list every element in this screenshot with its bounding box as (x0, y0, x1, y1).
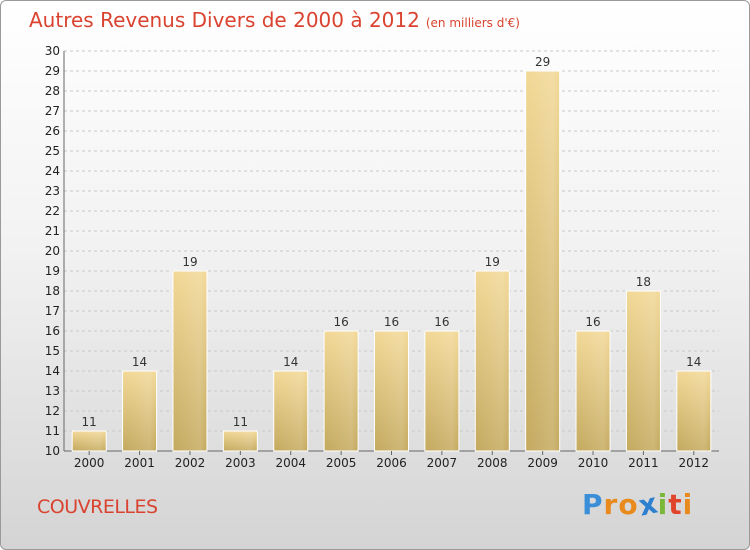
x-tick-label: 2004 (275, 456, 306, 470)
y-tick-label: 13 (45, 384, 60, 398)
bar-highlight (424, 331, 459, 451)
commune-name: COUVRELLES (37, 496, 158, 518)
y-tick-label: 16 (45, 324, 60, 338)
y-tick-label: 30 (45, 44, 60, 58)
x-tick-label: 2003 (225, 456, 256, 470)
data-label: 11 (82, 415, 97, 429)
logo-letter: r (603, 488, 619, 521)
y-tick-label: 18 (45, 284, 60, 298)
x-tick-label: 2005 (326, 456, 357, 470)
logo-letter: i (682, 488, 694, 521)
y-tick-label: 24 (45, 164, 60, 178)
data-label: 16 (333, 315, 348, 329)
y-tick-label: 26 (45, 124, 60, 138)
y-tick-label: 17 (45, 304, 60, 318)
x-tick-label: 2010 (578, 456, 609, 470)
data-label: 16 (384, 315, 399, 329)
bar-highlight (273, 371, 308, 451)
unit-note: (en milliers d'€) (425, 16, 520, 30)
logo-letter: i (657, 488, 669, 521)
y-tick-label: 22 (45, 204, 60, 218)
y-tick-label: 19 (45, 264, 60, 278)
x-tick-label: 2011 (628, 456, 659, 470)
data-label: 16 (434, 315, 449, 329)
x-tick-label: 2008 (477, 456, 508, 470)
x-tick-label: 2006 (376, 456, 407, 470)
logo-letter: P (582, 488, 604, 521)
y-tick-label: 12 (45, 404, 60, 418)
y-tick-label: 10 (45, 444, 60, 458)
bar-highlight (525, 71, 560, 451)
y-tick-label: 11 (45, 424, 60, 438)
chart-title: Autres Revenus Divers de 2000 à 2012 (en … (29, 8, 520, 32)
x-tick-label: 2000 (74, 456, 105, 470)
data-label: 19 (182, 255, 197, 269)
bar-highlight (172, 271, 207, 451)
data-label: 16 (585, 315, 600, 329)
bar-highlight (223, 431, 258, 451)
y-tick-label: 21 (45, 224, 60, 238)
bar-highlight (72, 431, 107, 451)
title-text: Autres Revenus Divers de 2000 à 2012 (29, 8, 420, 32)
x-tick-label: 2007 (427, 456, 458, 470)
bar-highlight (122, 371, 157, 451)
data-label: 18 (636, 275, 651, 289)
data-label: 14 (283, 355, 298, 369)
data-label: 19 (485, 255, 500, 269)
y-tick-label: 28 (45, 84, 60, 98)
bar-highlight (676, 371, 711, 451)
y-tick-label: 27 (45, 104, 60, 118)
data-label: 29 (535, 55, 550, 69)
y-tick-label: 23 (45, 184, 60, 198)
y-tick-label: 14 (45, 364, 60, 378)
data-label: 11 (233, 415, 248, 429)
logo-letter: t (668, 488, 683, 521)
x-tick-label: 2001 (124, 456, 155, 470)
x-tick-label: 2002 (175, 456, 206, 470)
bar-highlight (576, 331, 611, 451)
y-tick-label: 25 (45, 144, 60, 158)
bar-highlight (324, 331, 359, 451)
proxiti-logo: Proxiti (582, 486, 694, 522)
y-tick-label: 15 (45, 344, 60, 358)
bar-highlight (626, 291, 661, 451)
data-label: 14 (686, 355, 701, 369)
bar-highlight (374, 331, 409, 451)
x-tick-label: 2012 (679, 456, 710, 470)
data-label: 14 (132, 355, 147, 369)
y-tick-label: 29 (45, 64, 60, 78)
bar-highlight (475, 271, 510, 451)
x-tick-label: 2009 (527, 456, 558, 470)
y-tick-label: 20 (45, 244, 60, 258)
logo-letter: o (618, 488, 639, 521)
